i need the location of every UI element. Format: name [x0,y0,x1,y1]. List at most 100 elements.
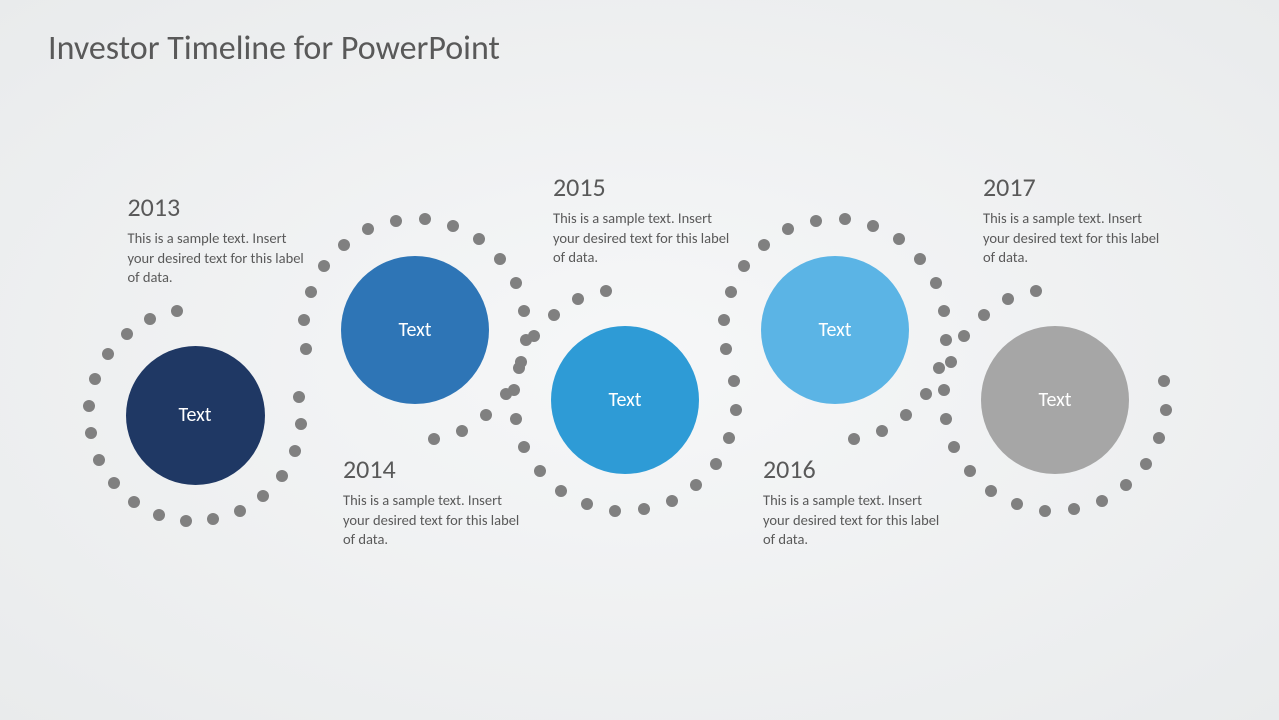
ring-dot [89,373,101,385]
ring-dot [920,388,932,400]
ring-dot [419,213,431,225]
ring-dot [638,503,650,515]
ring-dot [945,356,957,368]
ring-dot [666,495,678,507]
ring-dot [318,260,330,272]
timeline-stage: Text 2013 This is a sample text. Insert yo… [0,0,1279,720]
ring-dot [900,409,912,421]
milestone-description: This is a sample text. Insert your desir… [553,209,733,268]
ring-dot [1030,285,1042,297]
year-heading: 2015 [553,171,733,203]
ring-dot [876,425,888,437]
ring-dot [758,239,770,251]
ring-dot [362,223,374,235]
ring-dot [609,505,621,517]
milestone-circle: Text [551,326,699,474]
ring-dot [276,470,288,482]
ring-dot [144,313,156,325]
ring-dot [600,285,612,297]
ring-dot [298,314,310,326]
milestone-description: This is a sample text. Insert your desir… [763,491,943,550]
milestone-label: Text [178,403,211,427]
ring-dot [985,485,997,497]
ring-dot [338,239,350,251]
milestone-description: This is a sample text. Insert your desir… [983,209,1163,268]
ring-dot [1068,503,1080,515]
ring-dot [207,513,219,525]
ring-dot [180,515,192,527]
milestone-label: Text [398,318,431,342]
ring-dot [108,477,120,489]
milestone-circle: Text [761,256,909,404]
timeline-node-2016: Text [724,219,946,441]
ring-dot [1160,404,1172,416]
ring-dot [528,330,540,342]
ring-dot [555,485,567,497]
ring-dot [914,253,926,265]
ring-dot [782,223,794,235]
ring-dot [85,427,97,439]
ring-dot [938,384,950,396]
ring-dot [171,305,183,317]
milestone-description: This is a sample text. Insert your desir… [128,229,308,288]
ring-dot [518,441,530,453]
timeline-node-2017: Text [944,289,1166,511]
ring-dot [473,233,485,245]
ring-dot [510,277,522,289]
timeline-node-2015: Text [514,289,736,511]
ring-dot [447,220,459,232]
ring-dot [305,286,317,298]
ring-dot [93,454,105,466]
ring-dot [720,343,732,355]
year-heading: 2016 [763,453,943,485]
ring-dot [1120,479,1132,491]
ring-dot [1153,432,1165,444]
ring-dot [867,220,879,232]
ring-dot [515,356,527,368]
ring-dot [930,277,942,289]
ring-dot [102,348,114,360]
ring-dot [289,445,301,457]
ring-dot [738,260,750,272]
milestone-circle: Text [981,326,1129,474]
timeline-node-2013: Text [89,309,301,521]
ring-dot [234,505,246,517]
milestone-label: Text [818,318,851,342]
ring-dot [121,328,133,340]
ring-dot [893,233,905,245]
ring-dot [810,215,822,227]
milestone-label: Text [1038,388,1071,412]
ring-dot [390,215,402,227]
ring-dot [83,400,95,412]
ring-dot [1096,495,1108,507]
milestone-text-2015: 2015 This is a sample text. Insert your d… [553,171,733,268]
ring-dot [978,309,990,321]
ring-dot [1002,293,1014,305]
ring-dot [548,309,560,321]
milestone-label: Text [608,388,641,412]
ring-dot [1140,458,1152,470]
milestone-text-2013: 2013 This is a sample text. Insert your d… [128,191,308,288]
timeline-node-2014: Text [304,219,526,441]
milestone-text-2016: 2016 This is a sample text. Insert your d… [763,453,943,550]
ring-dot [958,330,970,342]
milestone-description: This is a sample text. Insert your desir… [343,491,523,550]
ring-dot [257,490,269,502]
ring-dot [1039,505,1051,517]
ring-dot [718,314,730,326]
ring-dot [508,384,520,396]
year-heading: 2014 [343,453,523,485]
year-heading: 2013 [128,191,308,223]
milestone-text-2014: 2014 This is a sample text. Insert your d… [343,453,523,550]
ring-dot [300,343,312,355]
ring-dot [839,213,851,225]
ring-dot [581,498,593,510]
ring-dot [428,433,440,445]
milestone-text-2017: 2017This is a sample text. Insert your d… [983,171,1163,268]
ring-dot [480,409,492,421]
ring-dot [510,413,522,425]
ring-dot [1158,375,1170,387]
ring-dot [848,433,860,445]
ring-dot [940,413,952,425]
ring-dot [572,293,584,305]
